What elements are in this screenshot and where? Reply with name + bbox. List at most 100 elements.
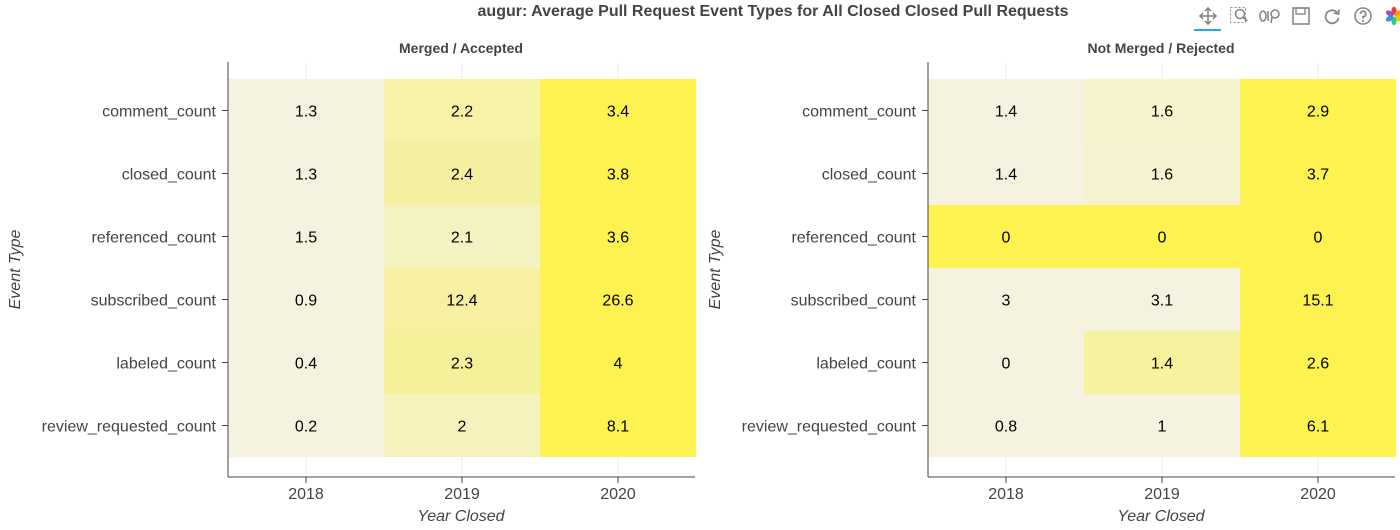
heatmap-cell[interactable]	[1240, 394, 1396, 457]
cell-value-label: 8.1	[607, 419, 629, 436]
cell-value-label: 3.4	[607, 104, 629, 121]
cell-value-label: 0.8	[995, 419, 1017, 436]
heatmap-cell[interactable]	[540, 268, 696, 331]
reset-tool-button[interactable]	[1316, 3, 1347, 29]
heatmap-cell[interactable]	[384, 331, 540, 394]
heatmap-cell[interactable]	[928, 268, 1084, 331]
x-axis-title: Year Closed	[417, 508, 505, 525]
heatmap-cell[interactable]	[928, 142, 1084, 205]
save-icon	[1291, 7, 1310, 25]
heatmap-cell[interactable]	[928, 79, 1084, 142]
save-tool-button[interactable]	[1285, 3, 1316, 29]
heatmap-cell[interactable]	[540, 205, 696, 268]
cell-value-label: 1	[1158, 419, 1167, 436]
y-tick-label: closed_count	[822, 167, 917, 184]
y-tick-label: review_requested_count	[42, 419, 217, 436]
heatmap-cell[interactable]	[1240, 205, 1396, 268]
cell-value-label: 3	[1002, 293, 1011, 310]
pan-icon	[1198, 6, 1217, 26]
cell-value-label: 4	[614, 356, 623, 373]
cell-value-label: 1.6	[1151, 104, 1173, 121]
chart-title: augur: Average Pull Request Event Types …	[477, 3, 1069, 20]
help-tool-button[interactable]	[1347, 3, 1378, 29]
cell-value-label: 1.4	[995, 167, 1017, 184]
cell-value-label: 0.2	[295, 419, 317, 436]
heatmap-cell[interactable]	[1240, 268, 1396, 331]
heatmap-cell[interactable]	[1084, 142, 1240, 205]
cell-value-label: 12.4	[446, 293, 477, 310]
heatmap-cell[interactable]	[1240, 142, 1396, 205]
help-icon	[1353, 7, 1372, 25]
y-axis-title: Event Type	[707, 230, 724, 310]
heatmap-cell[interactable]	[228, 331, 384, 394]
cell-value-label: 1.3	[295, 167, 317, 184]
x-tick-label: 2019	[1144, 486, 1180, 503]
y-tick-label: labeled_count	[116, 356, 216, 373]
heatmap-cell[interactable]	[1084, 268, 1240, 331]
cell-value-label: 6.1	[1307, 419, 1329, 436]
cell-value-label: 15.1	[1302, 293, 1333, 310]
heatmap-cell[interactable]	[228, 205, 384, 268]
x-tick-label: 2018	[988, 486, 1024, 503]
heatmap-cell[interactable]	[384, 142, 540, 205]
y-tick-label: referenced_count	[91, 230, 216, 247]
heatmap-panel-2: Not Merged / Rejected 1.4 1.6 2.9 1.4 1.6 3.7 0…	[707, 40, 1396, 525]
heatmap-cell[interactable]	[384, 394, 540, 457]
heatmap-cell[interactable]	[384, 79, 540, 142]
wheel-zoom-tool-button[interactable]	[1254, 3, 1285, 29]
bokeh-logo-icon	[1385, 6, 1400, 26]
y-tick-label: subscribed_count	[791, 293, 917, 310]
heatmap-cell[interactable]	[540, 142, 696, 205]
heatmap-cell[interactable]	[1084, 79, 1240, 142]
cell-value-label: 0	[1002, 230, 1011, 247]
x-tick-label: 2020	[600, 486, 636, 503]
y-axis-title: Event Type	[7, 230, 24, 310]
cell-value-label: 2.3	[451, 356, 473, 373]
x-axis-title: Year Closed	[1117, 508, 1205, 525]
cell-value-label: 0	[1158, 230, 1167, 247]
heatmap-cell[interactable]	[928, 394, 1084, 457]
y-tick-label: referenced_count	[791, 230, 916, 247]
cell-value-label: 3.7	[1307, 167, 1329, 184]
heatmap-cell[interactable]	[540, 79, 696, 142]
cell-value-label: 0.9	[295, 293, 317, 310]
pan-tool-button[interactable]	[1192, 3, 1223, 31]
cell-value-label: 3.6	[607, 230, 629, 247]
box-zoom-tool-button[interactable]	[1223, 3, 1254, 29]
heatmap-cell[interactable]	[228, 142, 384, 205]
cell-value-label: 2.9	[1307, 104, 1329, 121]
cell-value-label: 0	[1314, 230, 1323, 247]
heatmap-cell[interactable]	[228, 79, 384, 142]
cell-value-label: 0	[1002, 356, 1011, 373]
heatmap-cell[interactable]	[1240, 79, 1396, 142]
x-tick-label: 2019	[444, 486, 480, 503]
heatmap-cell[interactable]	[928, 331, 1084, 394]
panel-title: Not Merged / Rejected	[1087, 40, 1234, 56]
heatmap-cell[interactable]	[228, 394, 384, 457]
panel-title: Merged / Accepted	[399, 40, 523, 56]
bokeh-logo-button[interactable]	[1378, 3, 1400, 29]
heatmap-cell[interactable]	[540, 394, 696, 457]
heatmap-cell[interactable]	[384, 268, 540, 331]
cell-value-label: 2.4	[451, 167, 473, 184]
box-zoom-icon	[1229, 7, 1248, 23]
cell-value-label: 2.1	[451, 230, 473, 247]
y-tick-label: comment_count	[802, 104, 916, 121]
heatmap-panel-1: Merged / Accepted 1.3 2.2 3.4 1.3 2.4 3.8 1.5 2.…	[7, 40, 696, 525]
cell-value-label: 3.8	[607, 167, 629, 184]
heatmap-cell[interactable]	[1240, 331, 1396, 394]
heatmap-cell[interactable]	[1084, 205, 1240, 268]
heatmap-cell[interactable]	[540, 331, 696, 394]
y-tick-label: comment_count	[102, 104, 216, 121]
heatmap-cell[interactable]	[384, 205, 540, 268]
heatmap-cell[interactable]	[1084, 394, 1240, 457]
heatmap-cell[interactable]	[1084, 331, 1240, 394]
x-tick-label: 2018	[288, 486, 324, 503]
cell-value-label: 1.4	[1151, 356, 1173, 373]
chart-toolbar	[1192, 2, 1400, 31]
cell-value-label: 2.2	[451, 104, 473, 121]
x-tick-label: 2020	[1300, 486, 1336, 503]
heatmap-cell[interactable]	[228, 268, 384, 331]
cell-value-label: 1.4	[995, 104, 1017, 121]
heatmap-cell[interactable]	[928, 205, 1084, 268]
